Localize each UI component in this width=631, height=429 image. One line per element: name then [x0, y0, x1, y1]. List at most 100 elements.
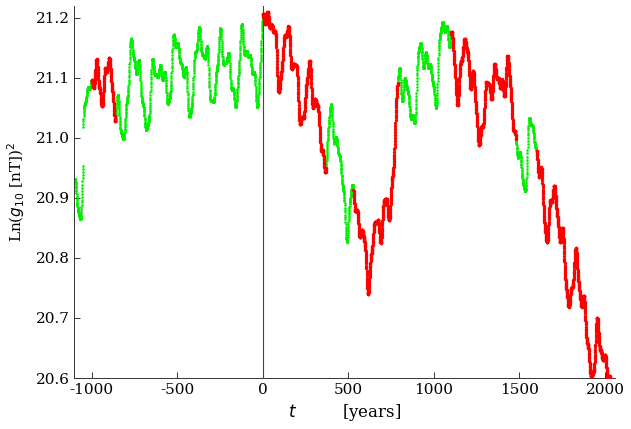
Point — [387, 177, 397, 184]
Point — [584, 352, 594, 359]
Point — [307, 98, 317, 105]
Point — [560, 263, 570, 269]
Point — [500, 89, 510, 96]
Point — [392, 94, 402, 101]
Point — [451, 79, 461, 86]
Point — [385, 214, 395, 221]
Point — [420, 51, 430, 58]
Point — [526, 122, 536, 129]
Point — [270, 28, 280, 35]
Point — [337, 178, 347, 184]
Point — [306, 71, 316, 78]
Point — [563, 303, 574, 310]
Point — [567, 284, 577, 291]
Point — [325, 108, 335, 115]
Point — [603, 375, 613, 382]
Point — [609, 414, 619, 421]
Point — [516, 156, 526, 163]
Point — [548, 184, 558, 191]
Point — [261, 19, 271, 26]
Point — [315, 130, 325, 137]
Point — [386, 194, 396, 201]
Point — [262, 9, 273, 15]
Point — [358, 228, 368, 235]
Point — [392, 82, 403, 88]
Point — [298, 115, 308, 121]
Point — [425, 61, 435, 68]
Point — [452, 101, 463, 108]
Point — [370, 219, 380, 226]
Point — [272, 57, 282, 64]
Point — [495, 80, 505, 87]
Point — [272, 63, 282, 70]
Point — [510, 128, 520, 135]
Point — [275, 76, 285, 83]
Point — [150, 72, 160, 79]
Point — [87, 77, 97, 84]
Point — [591, 336, 601, 343]
Point — [271, 44, 281, 51]
Point — [290, 62, 300, 69]
Point — [603, 374, 613, 381]
Point — [245, 51, 255, 58]
Point — [369, 224, 379, 231]
Point — [128, 49, 138, 56]
Point — [387, 172, 398, 179]
Point — [100, 65, 110, 72]
Point — [352, 207, 362, 214]
Point — [418, 64, 428, 71]
Point — [336, 159, 346, 166]
Point — [265, 24, 275, 31]
Point — [280, 31, 290, 38]
Point — [598, 357, 608, 364]
Point — [425, 62, 435, 69]
Point — [261, 15, 271, 22]
Point — [220, 59, 230, 66]
Point — [582, 339, 593, 346]
Point — [502, 58, 512, 65]
Point — [510, 132, 521, 139]
Point — [603, 375, 613, 382]
Point — [155, 62, 165, 69]
Point — [567, 284, 577, 291]
Point — [448, 40, 458, 47]
Point — [537, 169, 547, 176]
Point — [438, 19, 448, 26]
Point — [423, 62, 433, 69]
Point — [448, 42, 458, 48]
Point — [539, 208, 549, 215]
Point — [410, 115, 420, 122]
Point — [93, 76, 103, 83]
Point — [109, 98, 119, 105]
Point — [326, 103, 336, 109]
Point — [288, 61, 298, 68]
Point — [83, 84, 93, 91]
Point — [545, 198, 555, 205]
Point — [565, 295, 575, 302]
Point — [608, 416, 618, 423]
Point — [482, 79, 492, 86]
Point — [191, 48, 201, 55]
Point — [535, 171, 545, 178]
Point — [276, 74, 286, 81]
Point — [399, 84, 409, 91]
Point — [471, 104, 481, 111]
Point — [498, 79, 508, 86]
Point — [476, 125, 487, 132]
Point — [282, 31, 292, 38]
Point — [392, 88, 402, 95]
Point — [188, 86, 198, 93]
Point — [507, 111, 517, 118]
Point — [559, 242, 569, 249]
Point — [356, 228, 366, 235]
Point — [291, 61, 301, 68]
Point — [364, 279, 374, 286]
Point — [600, 351, 610, 358]
Point — [572, 266, 582, 273]
Point — [362, 262, 372, 269]
Point — [594, 329, 604, 336]
Point — [362, 269, 372, 276]
Point — [558, 238, 569, 245]
Point — [572, 258, 582, 265]
Point — [196, 40, 206, 47]
